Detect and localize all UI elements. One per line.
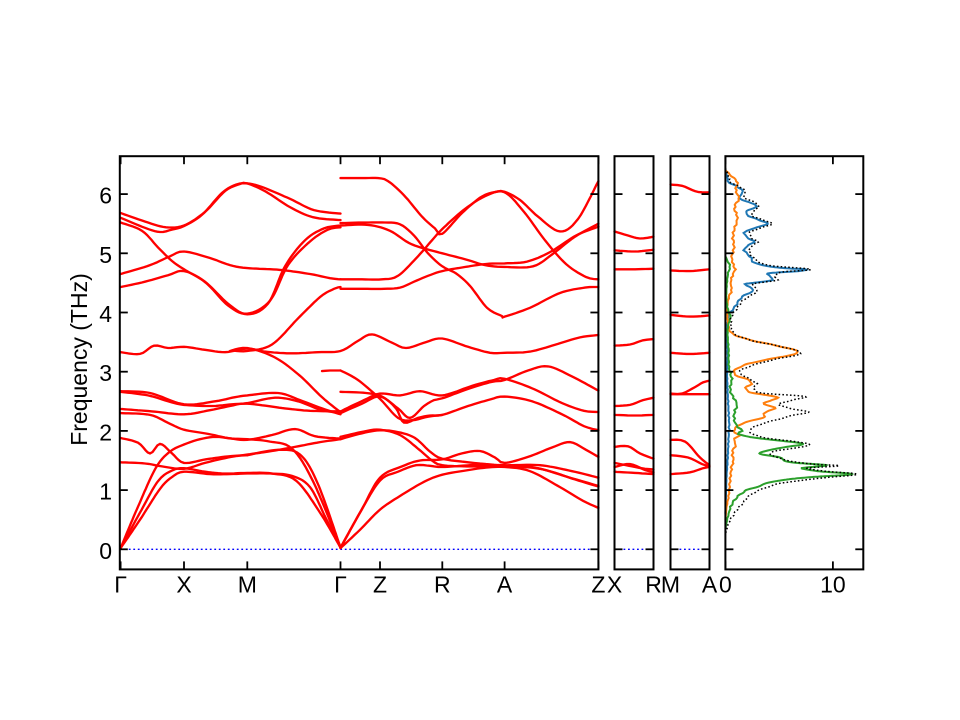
svg-text:Z: Z (373, 572, 387, 598)
svg-text:Z: Z (591, 572, 605, 598)
svg-text:Γ: Γ (114, 572, 127, 598)
svg-text:M: M (661, 572, 680, 598)
svg-text:0: 0 (719, 572, 732, 598)
svg-text:1: 1 (99, 479, 112, 505)
svg-text:M: M (238, 572, 257, 598)
svg-text:Frequency (THz): Frequency (THz) (66, 273, 92, 446)
svg-text:A: A (702, 572, 718, 598)
svg-text:5: 5 (99, 242, 112, 268)
svg-text:Γ: Γ (334, 572, 347, 598)
svg-text:3: 3 (99, 360, 112, 386)
svg-text:2: 2 (99, 419, 112, 445)
svg-text:0: 0 (99, 538, 112, 564)
svg-text:6: 6 (99, 183, 112, 209)
svg-text:X: X (607, 572, 622, 598)
svg-text:R: R (434, 572, 451, 598)
svg-text:A: A (497, 572, 513, 598)
svg-text:R: R (645, 572, 662, 598)
svg-text:10: 10 (820, 572, 846, 598)
svg-text:4: 4 (99, 301, 112, 327)
svg-text:X: X (176, 572, 191, 598)
